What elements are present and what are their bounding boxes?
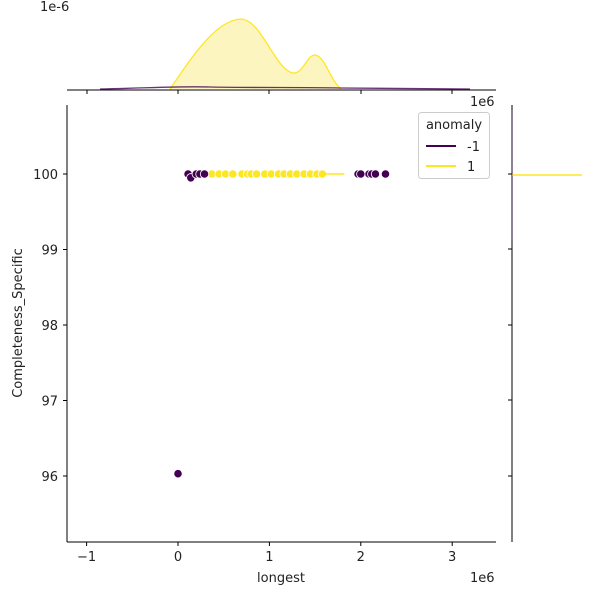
right-marginal-offset-label: 1e6: [470, 95, 495, 110]
x-offset-label: 1e6: [470, 571, 495, 586]
data-point: [199, 169, 210, 179]
y-tick-label: 98: [41, 319, 58, 334]
data-point: [228, 169, 238, 179]
right-marginal-kde: [508, 105, 582, 542]
x-tick-label: −1: [77, 550, 96, 565]
main-axes: −1 0 1 2 3 96 97 98 99 100 longest 1e6 Completen…: [11, 105, 496, 586]
x-axis-label: longest: [257, 571, 305, 586]
legend-title: anomaly: [426, 118, 482, 133]
y-tick-label: 100: [33, 168, 58, 183]
x-tick-label: 0: [174, 550, 182, 565]
y-axis-label: Completeness_Specific: [11, 248, 26, 398]
data-point: [370, 169, 381, 179]
data-point: [252, 169, 262, 179]
y-tick-label: 97: [41, 395, 58, 410]
x-tick-label: 3: [448, 550, 456, 565]
data-point: [173, 469, 183, 479]
legend-entry-neg1: -1: [467, 140, 480, 155]
x-tick-label: 1: [265, 550, 273, 565]
data-point: [380, 169, 391, 179]
x-tick-label: 2: [357, 550, 365, 565]
y-tick-label: 99: [41, 244, 58, 259]
legend-entry-1: 1: [467, 160, 475, 175]
top-marginal-offset-label: 1e-6: [40, 0, 69, 15]
top-marginal-kde: 1e-6 1e6: [40, 0, 496, 110]
legend: anomaly -1 1: [418, 112, 490, 179]
y-tick-label: 96: [41, 470, 58, 485]
data-point: [356, 169, 366, 179]
